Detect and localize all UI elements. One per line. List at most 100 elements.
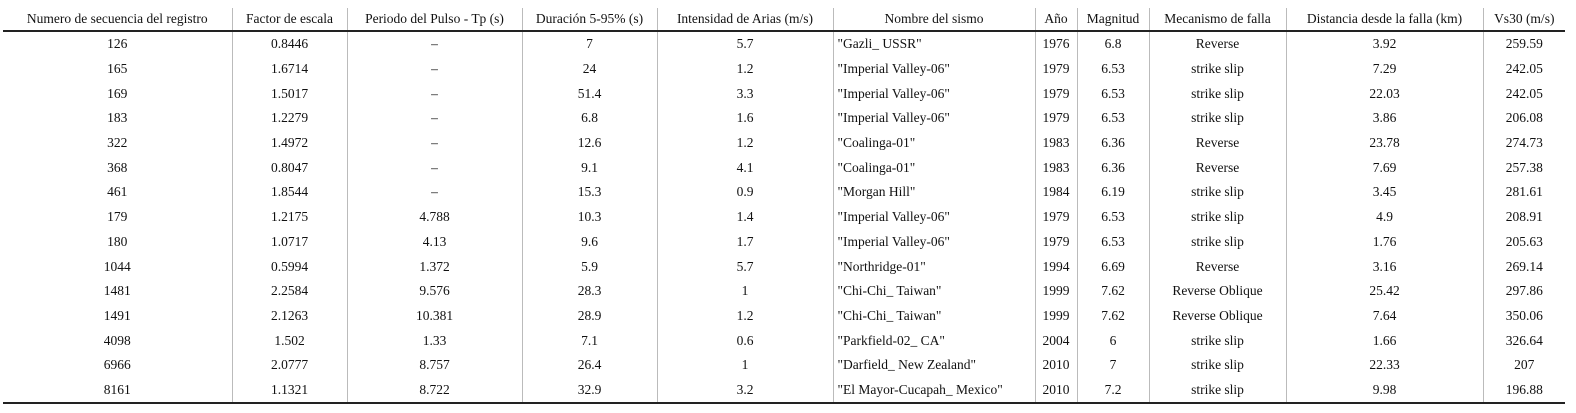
table-cell: 1.6714 [231, 56, 347, 82]
table-cell: 1.33 [346, 328, 522, 353]
table-cell: 22.33 [1285, 352, 1483, 378]
table-cell: 8161 [3, 377, 232, 405]
table-cell: 1.2175 [231, 204, 347, 230]
table-cell: 7.64 [1285, 303, 1483, 329]
table-cell: 4.788 [346, 204, 522, 230]
table-cell: 1.2 [656, 130, 833, 156]
table-row: 1044 0.5994 1.372 5.9 5.7 "Northridge-01" 1994… [3, 254, 1565, 279]
table-cell: 28.3 [521, 278, 657, 304]
table-cell: 165 [107, 61, 128, 77]
table-cell: 1979 [1034, 81, 1077, 107]
table-row: 179 1.2175 4.788 10.3 1.4 "Imperial Valley-06… [3, 204, 1565, 230]
table-cell: strike slip [1148, 328, 1286, 353]
table-cell: – [346, 130, 522, 156]
table-cell: 7.2 [1076, 377, 1149, 405]
table-cell: 15.3 [521, 180, 657, 205]
header-cell: Nombre del sismo [832, 8, 1035, 32]
table-cell: 1.8544 [231, 180, 347, 205]
table-cell: 1.2279 [231, 106, 347, 131]
table-cell: 242.05 [1482, 56, 1565, 82]
table-cell: "Imperial Valley-06" [832, 204, 1035, 230]
table-cell: 322 [107, 135, 128, 151]
table-row: 169 1.5017–51.4 3.3 "Imperial Valley-06" 197… [3, 81, 1565, 107]
table-cell: "Chi-Chi_ Taiwan" [832, 278, 1035, 304]
table-cell: 10.381 [346, 303, 522, 329]
table-cell: strike slip [1148, 180, 1286, 205]
table-cell: 25.42 [1285, 278, 1483, 304]
header-cell: Periodo del Pulso - Tp (s) [346, 8, 522, 32]
table-row: 368 0.8047–9.1 4.1 "Coalinga-01" 1983 6.36 Rev… [3, 155, 1565, 181]
table-cell: 8.722 [346, 377, 522, 405]
table-cell: 9.576 [346, 278, 522, 304]
table-cell: "Coalinga-01" [832, 155, 1035, 181]
table-cell: 3.3 [656, 81, 833, 107]
table-cell: 6.8 [1076, 31, 1149, 57]
table-cell: 51.4 [521, 81, 657, 107]
table-row: 4098 1.502 1.33 7.1 0.6 "Parkfield-02_ CA" 200… [3, 328, 1565, 353]
table-cell: – [346, 155, 522, 181]
table-cell: 1983 [1034, 155, 1077, 181]
table-cell: 1.5017 [231, 81, 347, 107]
table-cell: 257.38 [1482, 155, 1565, 181]
table-cell: 6 [1076, 328, 1149, 353]
table-cell: strike slip [1148, 81, 1286, 107]
table-cell: 5.9 [521, 254, 657, 279]
table-cell: 4.13 [346, 229, 522, 255]
table-cell: 3.16 [1285, 254, 1483, 279]
table-cell: 0.8446 [231, 31, 347, 57]
table-cell: "Chi-Chi_ Taiwan" [832, 303, 1035, 329]
table-row: 165 1.6714–24 1.2 "Imperial Valley-06" 1979 6… [3, 56, 1565, 82]
table-cell: 6966 [103, 357, 131, 373]
table-row: 461 1.8544–15.3 0.9 "Morgan Hill" 1984 6.19 st… [3, 180, 1565, 205]
table-cell: 126 [107, 36, 128, 52]
table-cell: Reverse Oblique [1148, 278, 1286, 304]
table-cell: 326.64 [1482, 328, 1565, 353]
table-row: 180 1.0717 4.13 9.6 1.7 "Imperial Valley-06" 1… [3, 229, 1565, 255]
header-cell: Intensidad de Arias (m/s) [656, 8, 833, 32]
table-cell: 2.2584 [231, 278, 347, 304]
table-cell: 242.05 [1482, 81, 1565, 107]
table-cell: 6.8 [521, 106, 657, 131]
table-cell: 24 [521, 56, 657, 82]
table-cell: 1976 [1034, 31, 1077, 57]
table-cell: strike slip [1148, 204, 1286, 230]
header-cell: Magnitud [1076, 8, 1149, 32]
table-cell: 1044 [103, 258, 131, 274]
table-cell: 4.1 [656, 155, 833, 181]
table-cell: 9.6 [521, 229, 657, 255]
table-cell: 6.69 [1076, 254, 1149, 279]
table-row: 8161 1.1321 8.722 32.9 3.2 "El Mayor-Cucapah_… [3, 377, 1565, 405]
table-cell: 22.03 [1285, 81, 1483, 107]
table-row: 322 1.4972–12.6 1.2 "Coalinga-01" 1983 6.36 Re… [3, 130, 1565, 156]
table-cell: 2010 [1034, 352, 1077, 378]
table-cell: 1481 [103, 283, 131, 299]
table-row: 183 1.2279–6.8 1.6 "Imperial Valley-06" 1979… [3, 106, 1565, 131]
table-cell: 1979 [1034, 204, 1077, 230]
table-cell: 274.73 [1482, 130, 1565, 156]
header-cell: Numero de secuencia del registro [3, 8, 232, 32]
table-cell: strike slip [1148, 106, 1286, 131]
table-cell: 4098 [103, 332, 131, 348]
table-row: 1481 2.2584 9.576 28.3 1 "Chi-Chi_ Taiwan" 199… [3, 278, 1565, 304]
table-cell: 6.53 [1076, 56, 1149, 82]
table-cell: 1.7 [656, 229, 833, 255]
table-cell: 1.2 [656, 303, 833, 329]
table-cell: Reverse [1148, 254, 1286, 279]
table-cell: 2.1263 [231, 303, 347, 329]
table-cell: 1979 [1034, 56, 1077, 82]
table-cell: "Gazli_ USSR" [832, 31, 1035, 57]
table-cell: 1 [656, 352, 833, 378]
table-cell: 1994 [1034, 254, 1077, 279]
table-cell: – [346, 81, 522, 107]
table-cell: 1983 [1034, 130, 1077, 156]
table-cell: – [346, 56, 522, 82]
table-cell: "Imperial Valley-06" [832, 229, 1035, 255]
table-container: Numero de secuencia del registro Factor d… [3, 8, 1565, 405]
table-cell: 3.92 [1285, 31, 1483, 57]
table-cell: 1.1321 [231, 377, 347, 405]
table-cell: 3.45 [1285, 180, 1483, 205]
table-cell: – [346, 180, 522, 205]
table-cell: 269.14 [1482, 254, 1565, 279]
table-cell: strike slip [1148, 56, 1286, 82]
table-cell: 6.19 [1076, 180, 1149, 205]
